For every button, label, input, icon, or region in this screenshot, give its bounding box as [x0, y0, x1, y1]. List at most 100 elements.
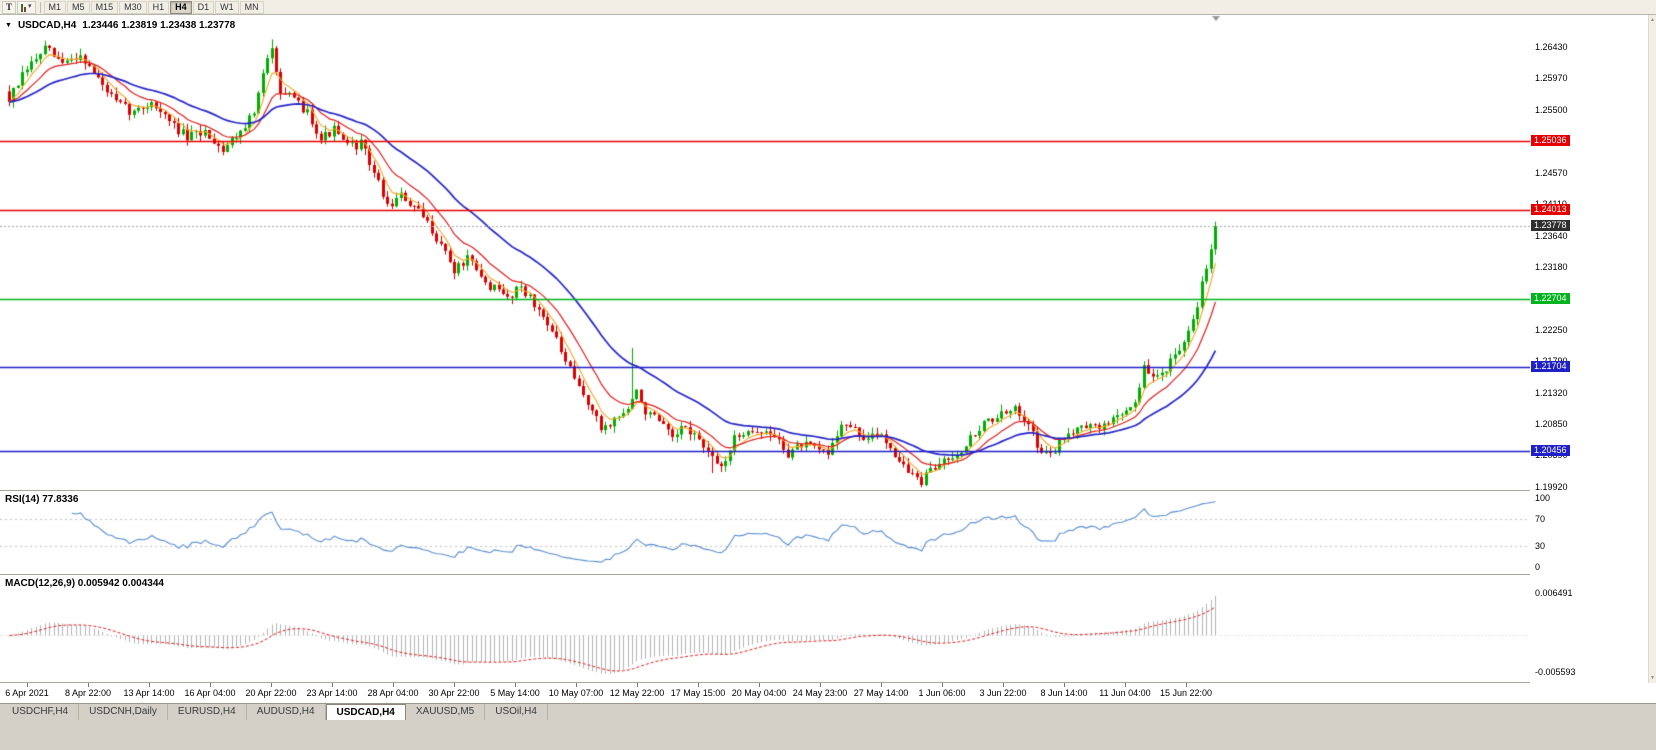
macd-canvas[interactable]: [0, 575, 1530, 682]
time-tick: [332, 683, 333, 687]
time-tick: [454, 683, 455, 687]
status-bar: [0, 720, 1656, 750]
rsi-panel: RSI(14) 77.8336: [0, 491, 1530, 574]
timeframe-buttons-group: M1 M5 M15 M30 H1 H4 D1 W1 MN: [43, 0, 265, 14]
chart-tab-xauusd-m5[interactable]: XAUUSD,M5: [406, 704, 486, 720]
time-scale-label: 3 Jun 22:00: [979, 688, 1027, 698]
price-scale-label: 1.20850: [1535, 419, 1568, 429]
timeframe-button-m5[interactable]: M5: [67, 0, 90, 14]
toolbar-separator: [39, 1, 41, 13]
rsi-scale-label: 30: [1535, 541, 1546, 551]
rsi-scale-label: 0: [1535, 562, 1541, 572]
time-tick: [515, 683, 516, 687]
time-scale-label: 8 Jun 14:00: [1040, 688, 1088, 698]
timeframe-button-d1[interactable]: D1: [192, 0, 215, 14]
scroll-down-arrow-icon[interactable]: ▼: [1650, 675, 1655, 681]
price-line-label: 1.20456: [1531, 445, 1570, 456]
time-scale-label: 28 Apr 04:00: [367, 688, 419, 698]
price-line-label: 1.21704: [1531, 361, 1570, 372]
chart-tab-usdchf-h4[interactable]: USDCHF,H4: [2, 704, 80, 720]
timeframe-button-m30[interactable]: M30: [119, 0, 147, 14]
time-tick: [1064, 683, 1065, 687]
candlestick-chart-icon: [21, 3, 27, 12]
chart-header: ▼ USDCAD,H4 1.23446 1.23819 1.23438 1.23…: [5, 20, 235, 31]
time-scale-label: 5 May 14:00: [490, 688, 540, 698]
timeframe-button-m15[interactable]: M15: [90, 0, 119, 14]
chevron-down-icon: ▾: [28, 3, 32, 10]
panel-splitter[interactable]: [0, 490, 1656, 491]
time-scale-label: 1 Jun 06:00: [918, 688, 966, 698]
price-scale-label: 1.19920: [1535, 482, 1568, 492]
collapse-triangle-icon[interactable]: ▼: [5, 22, 12, 29]
macd-indicator-label: MACD(12,26,9) 0.005942 0.004344: [5, 578, 164, 589]
chart-tab-usoil-h4[interactable]: USOil,H4: [485, 704, 548, 720]
time-scale-label: 23 Apr 14:00: [306, 688, 358, 698]
timeframe-button-w1[interactable]: W1: [215, 0, 239, 14]
panel-splitter[interactable]: [0, 574, 1656, 575]
macd-scale-label: 0.006491: [1535, 588, 1573, 598]
time-scale-label: 24 May 23:00: [792, 688, 848, 698]
timeframe-button-mn[interactable]: MN: [239, 0, 264, 14]
time-tick: [1003, 683, 1004, 687]
price-scale-label: 1.26430: [1535, 42, 1568, 52]
price-line-label: 1.24013: [1531, 204, 1570, 215]
chart-tab-audusd-h4[interactable]: AUDUSD,H4: [247, 704, 326, 720]
price-line-label: 1.23778: [1531, 220, 1570, 231]
time-scale-label: 15 Jun 22:00: [1159, 688, 1213, 698]
chart-symbol-label: USDCAD,H4: [17, 20, 77, 31]
time-scale-label: 8 Apr 22:00: [64, 688, 112, 698]
price-line-label: 1.22704: [1531, 293, 1570, 304]
price-scale[interactable]: 1.264301.259701.255001.245701.241101.236…: [1530, 15, 1648, 683]
time-tick: [637, 683, 638, 687]
time-scale-label: 13 Apr 14:00: [123, 688, 175, 698]
time-scale-label: 17 May 15:00: [670, 688, 726, 698]
macd-scale-label: -0.005593: [1535, 667, 1576, 677]
rsi-indicator-label: RSI(14) 77.8336: [5, 494, 79, 505]
time-tick: [27, 683, 28, 687]
scroll-up-arrow-icon[interactable]: ▲: [1650, 17, 1655, 23]
time-scale[interactable]: 6 Apr 2021 8 Apr 22:00 13 Apr 14:00 16 Apr …: [0, 683, 1656, 703]
main-chart-panel: ▼ USDCAD,H4 1.23446 1.23819 1.23438 1.23…: [0, 15, 1530, 490]
chart-tab-usdcnh-daily[interactable]: USDCNH,Daily: [79, 704, 168, 720]
timeframe-button-h4[interactable]: H4: [170, 0, 192, 14]
time-tick: [759, 683, 760, 687]
chart-tab-eurusd-h4[interactable]: EURUSD,H4: [168, 704, 247, 720]
price-chart-canvas[interactable]: [0, 15, 1530, 490]
price-scale-label: 1.23180: [1535, 262, 1568, 272]
time-scale-label: 11 Jun 04:00: [1099, 688, 1151, 698]
time-scale-label: 12 May 22:00: [609, 688, 665, 698]
timeframes-toolbar: T ▾ M1 M5 M15 M30 H1 H4 D1 W1 MN: [0, 0, 1656, 15]
chart-type-dropdown-button[interactable]: ▾: [17, 0, 36, 14]
price-scale-label: 1.25500: [1535, 105, 1568, 115]
chart-tabs-bar: USDCHF,H4 USDCNH,Daily EURUSD,H4 AUDUSD,H4 U…: [0, 703, 1656, 720]
rsi-scale-label: 100: [1535, 493, 1551, 503]
time-tick: [271, 683, 272, 687]
panel-splitter: [0, 682, 1656, 683]
price-scale-label: 1.25970: [1535, 73, 1568, 83]
time-tick: [1186, 683, 1187, 687]
time-scale-label: 10 May 07:00: [548, 688, 604, 698]
time-scale-label: 16 Apr 04:00: [184, 688, 236, 698]
timeframe-button-m1[interactable]: M1: [43, 0, 67, 14]
time-tick: [698, 683, 699, 687]
timeframe-button-h1[interactable]: H1: [147, 0, 170, 14]
time-scale-label: 30 Apr 22:00: [428, 688, 480, 698]
time-tick: [576, 683, 577, 687]
time-scale-label: 6 Apr 2021: [5, 688, 49, 698]
time-scale-label: 27 May 14:00: [853, 688, 909, 698]
rsi-canvas[interactable]: [0, 491, 1530, 574]
price-line-label: 1.25036: [1531, 135, 1570, 146]
time-tick: [1125, 683, 1126, 687]
time-tick: [942, 683, 943, 687]
vertical-scrollbar[interactable]: ▲ ▼: [1648, 15, 1656, 683]
time-tick: [210, 683, 211, 687]
template-button-label: T: [6, 2, 13, 12]
chart-ohlc-values: 1.23446 1.23819 1.23438 1.23778: [82, 20, 236, 31]
time-tick: [88, 683, 89, 687]
price-scale-label: 1.21320: [1535, 388, 1568, 398]
chart-template-button[interactable]: T: [2, 0, 17, 14]
time-tick: [820, 683, 821, 687]
chart-tab-usdcad-h4[interactable]: USDCAD,H4: [325, 704, 406, 720]
rsi-scale-label: 70: [1535, 514, 1546, 524]
